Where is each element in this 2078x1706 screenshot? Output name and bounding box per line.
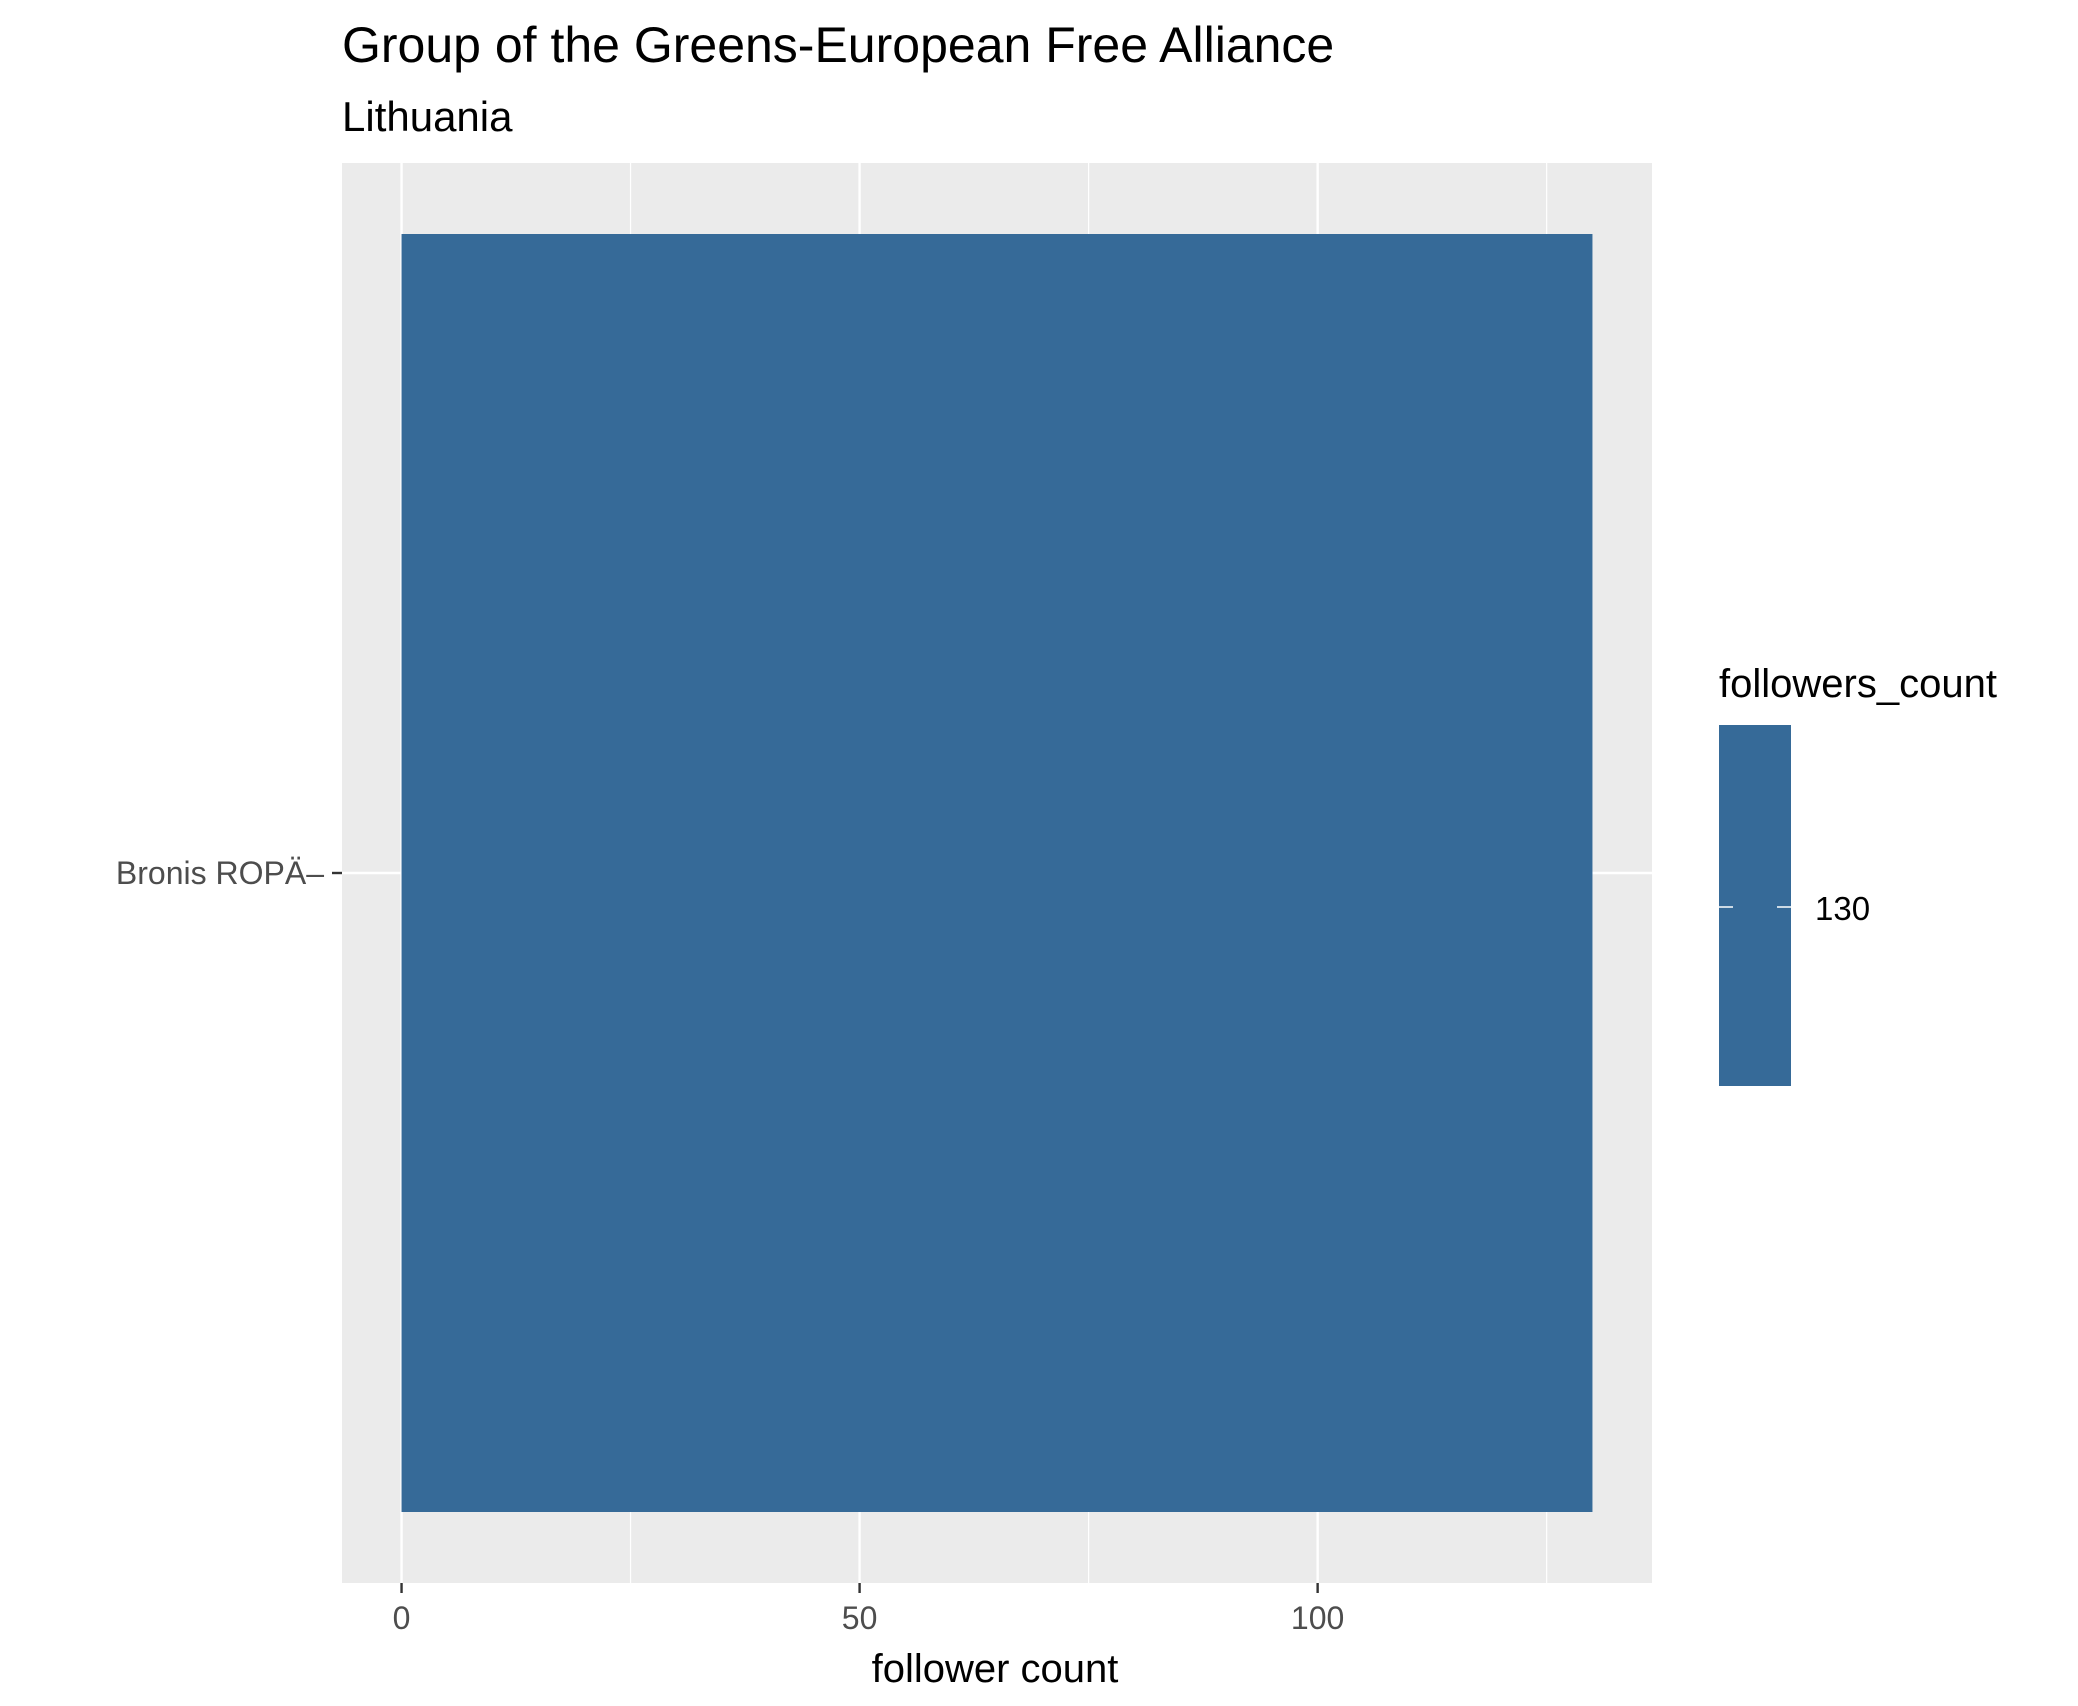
chart-title: Group of the Greens-European Free Allian…	[342, 17, 1334, 73]
y-axis: Bronis ROPÄ–	[116, 855, 342, 891]
legend-color-key	[1719, 725, 1791, 1086]
x-tick-label-0: 0	[393, 1600, 411, 1636]
y-tick-label-0: Bronis ROPÄ–	[116, 855, 324, 891]
bar-0	[401, 234, 1593, 1512]
x-tick-label-1: 50	[842, 1600, 878, 1636]
legend-title: followers_count	[1719, 662, 1997, 706]
legend: followers_count 130	[1719, 662, 1997, 1086]
x-axis: 0 50 100	[393, 1583, 1344, 1636]
x-axis-title: follower count	[872, 1647, 1119, 1691]
chart-subtitle: Lithuania	[342, 93, 513, 140]
legend-label: 130	[1815, 890, 1870, 927]
bars	[401, 234, 1593, 1512]
x-tick-label-2: 100	[1291, 1600, 1344, 1636]
